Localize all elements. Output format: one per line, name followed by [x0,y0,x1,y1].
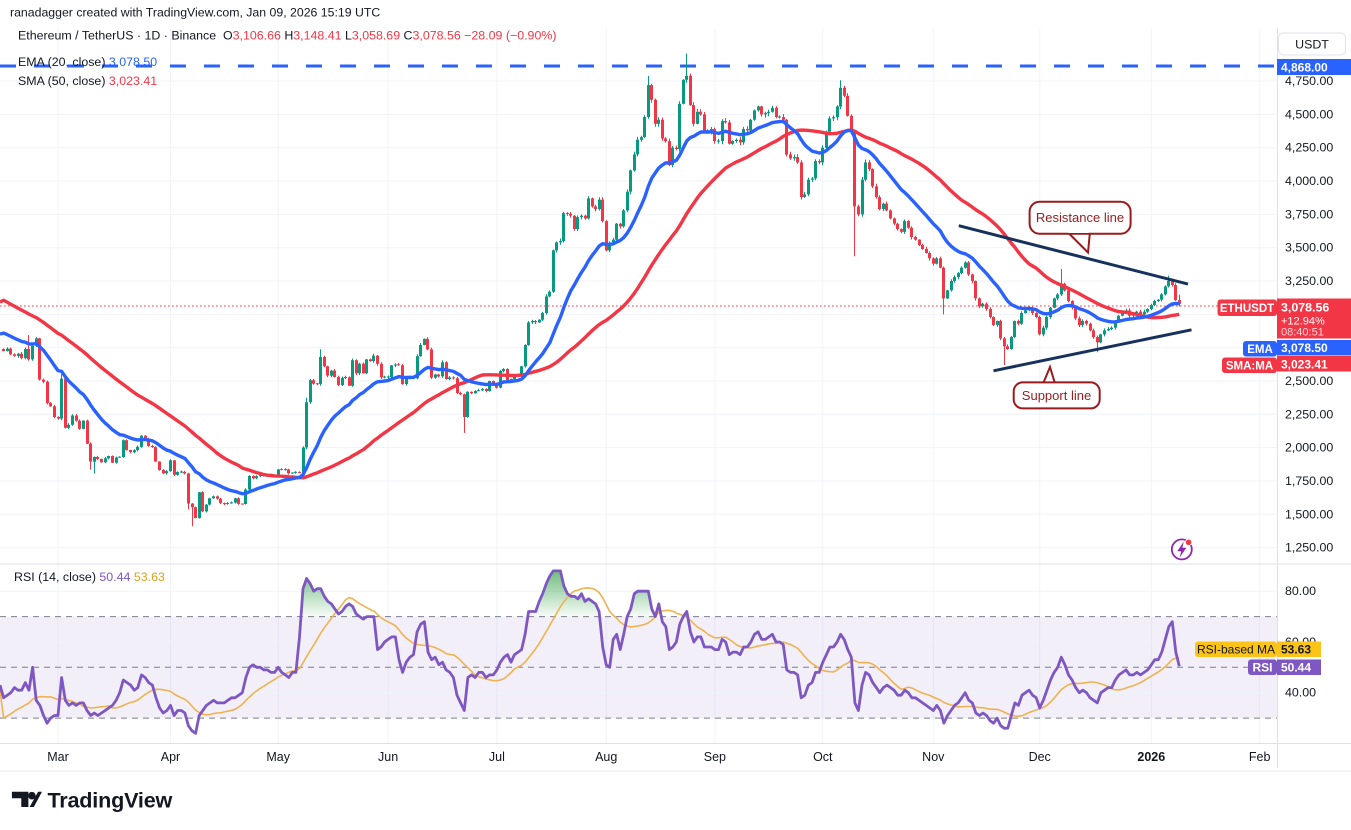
svg-text:ranadagger created with Tradin: ranadagger created with TradingView.com,… [10,6,380,20]
svg-text:2,500.00: 2,500.00 [1285,374,1333,388]
svg-text:1,500.00: 1,500.00 [1285,507,1333,521]
svg-text:80.00: 80.00 [1285,584,1316,598]
svg-text:2,000.00: 2,000.00 [1285,441,1333,455]
svg-text:3,078.50: 3,078.50 [1281,341,1328,355]
svg-text:1,750.00: 1,750.00 [1285,474,1333,488]
svg-text:Mar: Mar [47,750,69,764]
svg-text:SMA:MA: SMA:MA [1226,361,1273,373]
svg-text:Oct: Oct [813,750,833,764]
svg-text:Nov: Nov [922,750,945,764]
svg-text:Resistance line: Resistance line [1036,210,1124,225]
svg-text:2,250.00: 2,250.00 [1285,407,1333,421]
svg-text:+12.94%: +12.94% [1281,316,1325,328]
svg-text:3,500.00: 3,500.00 [1285,241,1333,255]
svg-text:USDT: USDT [1295,38,1329,52]
svg-text:Ethereum / TetherUS · 1D · Bin: Ethereum / TetherUS · 1D · Binance O3,10… [18,29,556,43]
svg-text:TradingView: TradingView [48,788,173,813]
svg-text:Feb: Feb [1249,750,1271,764]
svg-text:2026: 2026 [1137,750,1165,764]
svg-text:4,500.00: 4,500.00 [1285,107,1333,121]
svg-text:3,250.00: 3,250.00 [1285,274,1333,288]
svg-text:Sep: Sep [704,750,726,764]
svg-text:Dec: Dec [1029,750,1051,764]
svg-text:3,078.56: 3,078.56 [1281,301,1329,315]
svg-text:RSI-based MA: RSI-based MA [1197,643,1275,657]
svg-text:50.44: 50.44 [1281,661,1311,675]
svg-text:Jun: Jun [378,750,398,764]
svg-text:Aug: Aug [595,750,617,764]
svg-text:May: May [266,750,290,764]
svg-text:4,250.00: 4,250.00 [1285,141,1333,155]
svg-text:4,750.00: 4,750.00 [1285,74,1333,88]
svg-text:EMA: EMA [1247,344,1273,356]
svg-text:53.63: 53.63 [1281,643,1311,657]
svg-text:4,868.00: 4,868.00 [1281,61,1328,75]
svg-text:EMA (20, close) 3,078.50: EMA (20, close) 3,078.50 [18,55,157,69]
svg-text:1,250.00: 1,250.00 [1285,541,1333,555]
svg-text:RSI: RSI [1252,661,1272,675]
svg-text:RSI (14, close) 50.44 53.63: RSI (14, close) 50.44 53.63 [14,570,165,584]
svg-text:3,750.00: 3,750.00 [1285,207,1333,221]
svg-text:Jul: Jul [489,750,505,764]
svg-text:Apr: Apr [161,750,180,764]
svg-text:Support line: Support line [1022,388,1091,403]
svg-text:SMA (50, close) 3,023.41: SMA (50, close) 3,023.41 [18,74,157,88]
svg-text:40.00: 40.00 [1285,686,1316,700]
svg-text:4,000.00: 4,000.00 [1285,174,1333,188]
svg-text:08:40:51: 08:40:51 [1281,327,1324,339]
svg-text:ETHUSDT: ETHUSDT [1220,303,1274,315]
svg-text:3,023.41: 3,023.41 [1281,358,1328,372]
